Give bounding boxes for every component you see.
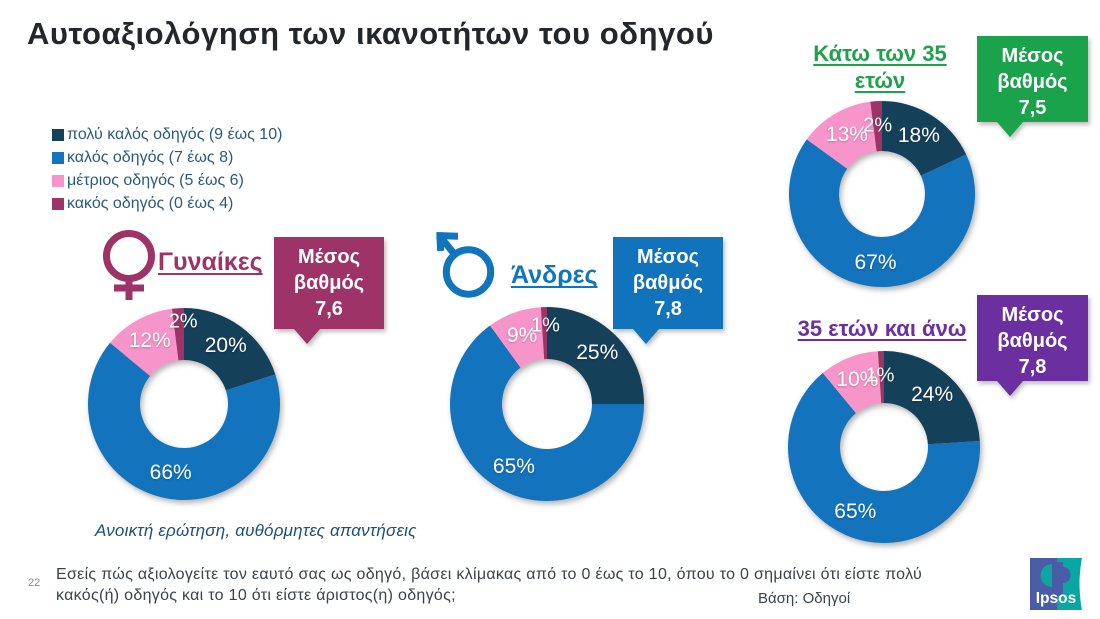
open-question-note: Ανοικτή ερώτηση, αυθόρμητες απαντήσεις [95, 521, 417, 540]
footnote-line-1: Εσείς πώς αξιολογείτε τον εαυτό σας ως ο… [56, 566, 923, 583]
donut-segment-over35-0 [883, 350, 980, 444]
average-value: 7,5 [1018, 97, 1047, 119]
legend-swatch [52, 174, 64, 187]
callout-tail [633, 329, 659, 344]
donut-segment-women-2 [110, 308, 179, 376]
average-label: Μέσος βαθμός [632, 246, 704, 294]
legend-item: κακός οδηγός (0 έως 4) [52, 192, 282, 215]
group-title-women: Γυναίκες [158, 248, 263, 276]
donut-segment-men-0 [546, 306, 644, 404]
donut-label-men-0: 25% [576, 340, 619, 364]
donut-segment-men-3 [540, 306, 547, 359]
average-label: Μέσος βαθμός [997, 304, 1068, 352]
donut-segment-women-3 [171, 307, 184, 360]
ipsos-logo-text: Ipsos [1036, 590, 1076, 607]
donut-segment-women-1 [87, 342, 280, 500]
legend-swatch [52, 197, 64, 210]
average-label: Μέσος βαθμός [293, 246, 365, 294]
donut-label-under35-3: 2% [863, 114, 893, 137]
average-value: 7,6 [315, 298, 343, 320]
footnote: Εσείς πώς αξιολογείτε τον εαυτό σας ως ο… [56, 564, 922, 606]
callout-tail [997, 122, 1023, 137]
legend-label: κακός οδηγός (0 έως 4) [67, 194, 234, 212]
average-callout-men: Μέσος βαθμός 7,8 [613, 237, 723, 344]
callout-tail [294, 329, 320, 344]
callout-tail [997, 381, 1023, 396]
legend-item: μέτριος οδηγός (5 έως 6) [52, 169, 282, 192]
donut-label-women-2: 12% [128, 329, 171, 353]
average-callout-women: Μέσος βαθμός 7,6 [274, 237, 384, 344]
legend-swatch [52, 151, 64, 164]
donut-segment-under35-0 [882, 101, 967, 176]
donut-label-men-2: 9% [506, 323, 538, 347]
average-label: Μέσος βαθμός [997, 45, 1068, 93]
group-title-men: Άνδρες [511, 261, 598, 289]
group-title-over35: 35 ετών και άνω [797, 316, 967, 341]
donut-label-women-1: 66% [149, 461, 192, 485]
donut-segment-under35-2 [806, 102, 877, 170]
donut-label-women-3: 2% [168, 310, 198, 333]
average-callout-over35: Μέσος βαθμός 7,8 [977, 295, 1088, 396]
donut-segment-over35-2 [822, 350, 881, 413]
page-title: Αυτοαξιολόγηση των ικανοτήτων του οδηγού [27, 16, 714, 51]
donut-chart-men: 25% 65% 9% 1% [449, 306, 644, 501]
donut-chart-women: 20% 66% 12% 2% [87, 307, 280, 500]
donut-segment-men-2 [489, 306, 544, 368]
donut-segment-women-0 [184, 307, 276, 390]
donut-label-under35-2: 13% [825, 123, 868, 147]
legend-swatch [52, 128, 64, 141]
donut-segment-under35-1 [789, 139, 975, 288]
donut-chart-under35: 18% 67% 13% 2% [789, 101, 975, 288]
donut-segment-over35-3 [877, 350, 884, 403]
footnote-line-2: κακός(ή) οδηγός και το 10 ότι είστε άρισ… [56, 587, 456, 604]
base-label: Βάση: Οδηγοί [758, 590, 851, 607]
legend-label: πολύ καλός οδηγός (9 έως 10) [67, 125, 283, 143]
donut-label-men-1: 65% [492, 455, 535, 479]
average-value: 7,8 [654, 298, 682, 320]
donut-label-over35-0: 24% [911, 382, 954, 406]
legend-item: πολύ καλός οδηγός (9 έως 10) [52, 123, 282, 146]
legend-item: καλός οδηγός (7 έως 8) [52, 146, 282, 169]
donut-label-women-0: 20% [204, 334, 247, 358]
page-number: 22 [28, 577, 41, 589]
ipsos-logo: Ipsos [1030, 558, 1082, 610]
legend-label: μέτριος οδηγός (5 έως 6) [67, 171, 244, 189]
donut-label-men-3: 1% [530, 314, 560, 337]
group-title-under35: Κάτω των 35 ετών [813, 41, 947, 93]
donut-label-over35-3: 1% [865, 364, 895, 387]
chart-legend: πολύ καλός οδηγός (9 έως 10) καλός οδηγός… [52, 123, 282, 215]
donut-label-over35-1: 65% [834, 499, 877, 523]
donut-label-over35-2: 10% [836, 368, 879, 392]
female-icon [102, 229, 160, 310]
average-callout-under35: Μέσος βαθμός 7,5 [977, 36, 1088, 137]
donut-segment-under35-3 [870, 101, 882, 152]
donut-chart-over35: 24% 65% 10% 1% [787, 350, 980, 543]
male-icon [432, 228, 498, 309]
donut-segment-men-1 [449, 325, 644, 501]
donut-label-under35-0: 18% [897, 124, 940, 148]
average-value: 7,8 [1018, 356, 1047, 378]
donut-segment-over35-1 [787, 372, 980, 543]
donut-label-under35-1: 67% [854, 250, 897, 274]
legend-label: καλός οδηγός (7 έως 8) [67, 148, 234, 166]
